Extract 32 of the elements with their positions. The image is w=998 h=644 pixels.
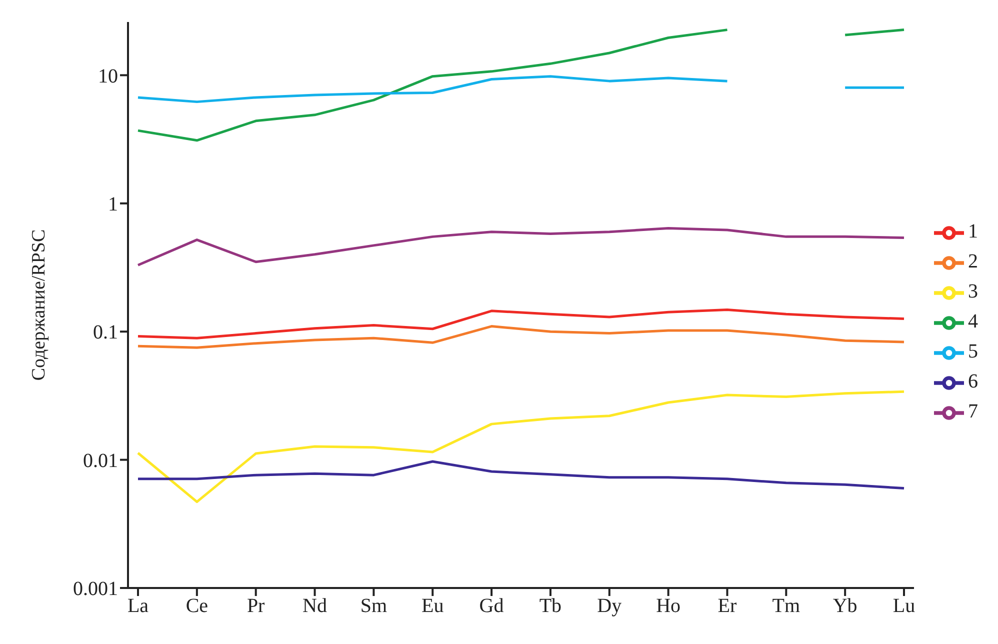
legend-label: 2 xyxy=(968,250,978,273)
y-tick-label: 10 xyxy=(98,65,118,88)
x-tick-label: Nd xyxy=(302,595,327,618)
y-tick-label: 1 xyxy=(108,194,118,216)
x-tick-label: Er xyxy=(718,595,737,618)
x-tick-label: Sm xyxy=(360,595,388,618)
x-tick-label: Tb xyxy=(539,595,562,618)
line-series xyxy=(136,308,906,340)
line-series xyxy=(136,390,906,504)
x-tick-label: Tm xyxy=(772,595,800,618)
legend-label: 5 xyxy=(968,340,978,363)
x-tick-label: Ce xyxy=(186,595,208,618)
x-tick-label: Dy xyxy=(597,595,622,618)
x-tick-label: Lu xyxy=(892,595,916,618)
x-tick-label: Ho xyxy=(656,595,681,618)
x-tick-label: Yb xyxy=(832,595,858,618)
y-axis-title: Содержание/RPSC xyxy=(28,229,50,381)
legend-label: 3 xyxy=(968,280,978,303)
line-series xyxy=(136,226,906,266)
x-tick-label: Pr xyxy=(246,595,266,618)
y-tick-label: 0.001 xyxy=(73,578,118,600)
y-tick-label: 0.01 xyxy=(83,450,118,472)
legend-label: 6 xyxy=(968,370,978,393)
legend-label: 4 xyxy=(968,310,978,333)
y-tick-label: 0.1 xyxy=(93,322,118,344)
legend-label: 7 xyxy=(968,400,978,423)
line-series xyxy=(136,325,906,349)
x-tick-label: Eu xyxy=(422,595,444,618)
x-tick-label: Gd xyxy=(479,595,504,618)
line-series xyxy=(136,460,906,490)
legend-label: 1 xyxy=(968,220,978,243)
x-tick-label: La xyxy=(127,595,149,618)
